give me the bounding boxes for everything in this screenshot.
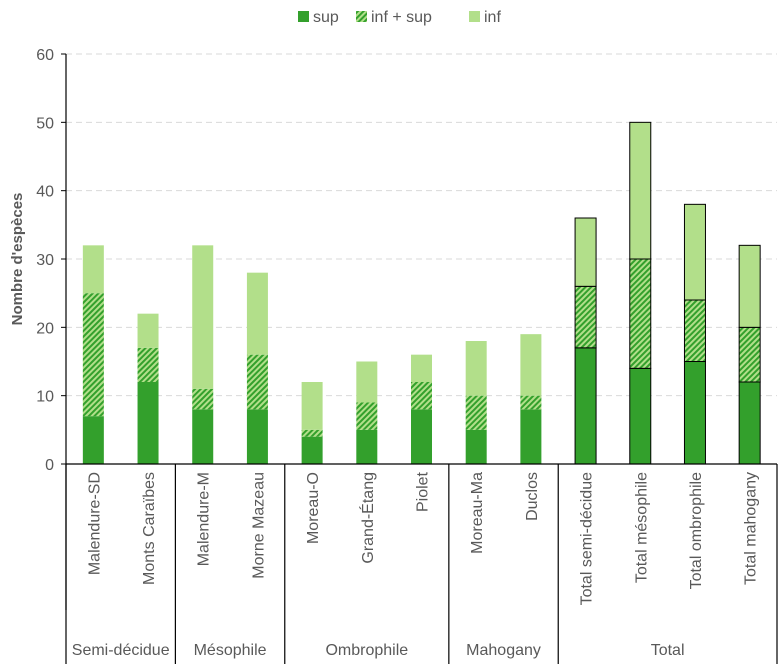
bar-segment-inf [520, 334, 542, 396]
bars [82, 121, 761, 465]
gridlines [66, 53, 777, 397]
bar-segment-inf [137, 313, 159, 348]
bar-stack [301, 382, 323, 464]
bar-segment-inf-sup [246, 354, 268, 410]
bar-segment-sup [520, 409, 542, 464]
bar-segment-sup [137, 382, 159, 464]
bar-segment-inf-sup [465, 395, 487, 430]
bar-segment-inf [411, 354, 432, 382]
x-category-label: Grand-Étang [358, 472, 377, 564]
y-tick-label: 0 [45, 457, 54, 474]
bar-segment-inf [683, 203, 706, 301]
bar-stack [738, 244, 761, 465]
x-category-label: Total ombrophile [688, 472, 705, 590]
x-category-label: Malendure-M [196, 472, 213, 566]
bar-stack [574, 217, 597, 465]
y-tick-label: 10 [36, 389, 54, 406]
bar-segment-inf-sup [356, 402, 378, 430]
bar-segment-sup [246, 409, 268, 464]
x-category-label: Duclos [524, 472, 541, 521]
bar-stack [137, 313, 159, 464]
legend: sup inf + sup inf [298, 9, 501, 26]
bar-segment-inf [574, 217, 597, 287]
bar-segment-inf [465, 341, 487, 396]
bar-stack [356, 361, 378, 464]
bar-segment-sup [356, 429, 378, 464]
bar-segment-sup [82, 416, 104, 464]
y-tick-labels: 0 10 20 30 40 50 60 [36, 47, 54, 474]
bar-segment-inf [301, 382, 323, 430]
x-category-label: Monts Caraïbes [141, 472, 158, 585]
bar-segment-inf-sup [629, 258, 652, 369]
y-tick-label: 30 [36, 252, 54, 269]
x-group-labels: Semi-décidue Mésophile Ombrophile Mahogany T… [72, 642, 685, 659]
bar-segment-sup [192, 409, 214, 464]
bar-segment-inf [192, 245, 214, 389]
legend-swatch [469, 11, 480, 22]
bar-segment-sup [465, 429, 487, 464]
bar-segment-inf [738, 244, 761, 328]
bar-stack [82, 245, 104, 464]
legend-swatch [356, 11, 367, 22]
bar-segment-inf [629, 121, 652, 260]
bar-segment-inf-sup [301, 429, 323, 437]
y-tick-label: 40 [36, 184, 54, 201]
bar-stack [411, 354, 432, 464]
x-category-label: Morne Mazeau [250, 472, 267, 579]
y-tick-label: 20 [36, 320, 54, 337]
bar-segment-inf-sup [192, 388, 214, 410]
x-group-label: Semi-décidue [72, 642, 170, 659]
bar-segment-inf [246, 272, 268, 355]
bar-segment-inf-sup [82, 293, 104, 417]
y-axis-label: Nombre d'espèces [9, 193, 26, 326]
bar-segment-inf-sup [411, 382, 432, 410]
x-category-label: Moreau-O [305, 472, 322, 544]
axes [61, 53, 778, 664]
bar-segment-inf [82, 245, 104, 294]
bar-segment-inf [356, 361, 378, 403]
bar-segment-inf-sup [738, 326, 761, 383]
bar-segment-sup [574, 347, 597, 465]
legend-item: inf + sup [356, 9, 432, 26]
legend-label: inf [484, 9, 501, 26]
bar-stack [629, 121, 652, 465]
x-category-label: Total mahogany [743, 472, 760, 585]
x-category-label: Moreau-Ma [469, 472, 486, 554]
bar-stack [465, 341, 487, 464]
x-category-labels: Malendure-SD Monts Caraïbes Malendure-M Mor… [86, 471, 759, 605]
x-group-label: Total [651, 642, 685, 659]
x-group-label: Ombrophile [325, 642, 408, 659]
x-group-label: Mésophile [194, 642, 267, 659]
y-tick-label: 60 [36, 47, 54, 64]
bar-segment-inf-sup [137, 347, 159, 382]
bar-segment-sup [411, 409, 432, 464]
x-category-label: Total semi-décidue [579, 472, 596, 606]
legend-item: inf [469, 9, 501, 26]
x-group-label: Mahogany [466, 642, 541, 659]
legend-swatch [298, 11, 309, 22]
x-category-label: Piolet [415, 471, 432, 512]
y-tick-label: 50 [36, 115, 54, 132]
legend-item: sup [298, 9, 339, 26]
legend-label: inf + sup [371, 9, 432, 26]
x-category-label: Malendure-SD [86, 472, 103, 575]
bar-segment-sup [301, 436, 323, 464]
bar-segment-sup [629, 367, 652, 465]
bar-segment-sup [683, 361, 706, 465]
bar-segment-inf-sup [520, 395, 542, 410]
bar-segment-sup [738, 381, 761, 465]
bar-stack [192, 245, 214, 464]
bar-stack [246, 272, 268, 464]
x-category-label: Total mésophile [633, 472, 650, 583]
bar-stack [520, 334, 542, 464]
legend-label: sup [313, 9, 339, 26]
bar-segment-inf-sup [574, 285, 597, 349]
bar-stack [683, 203, 706, 465]
bar-segment-inf-sup [683, 299, 706, 362]
